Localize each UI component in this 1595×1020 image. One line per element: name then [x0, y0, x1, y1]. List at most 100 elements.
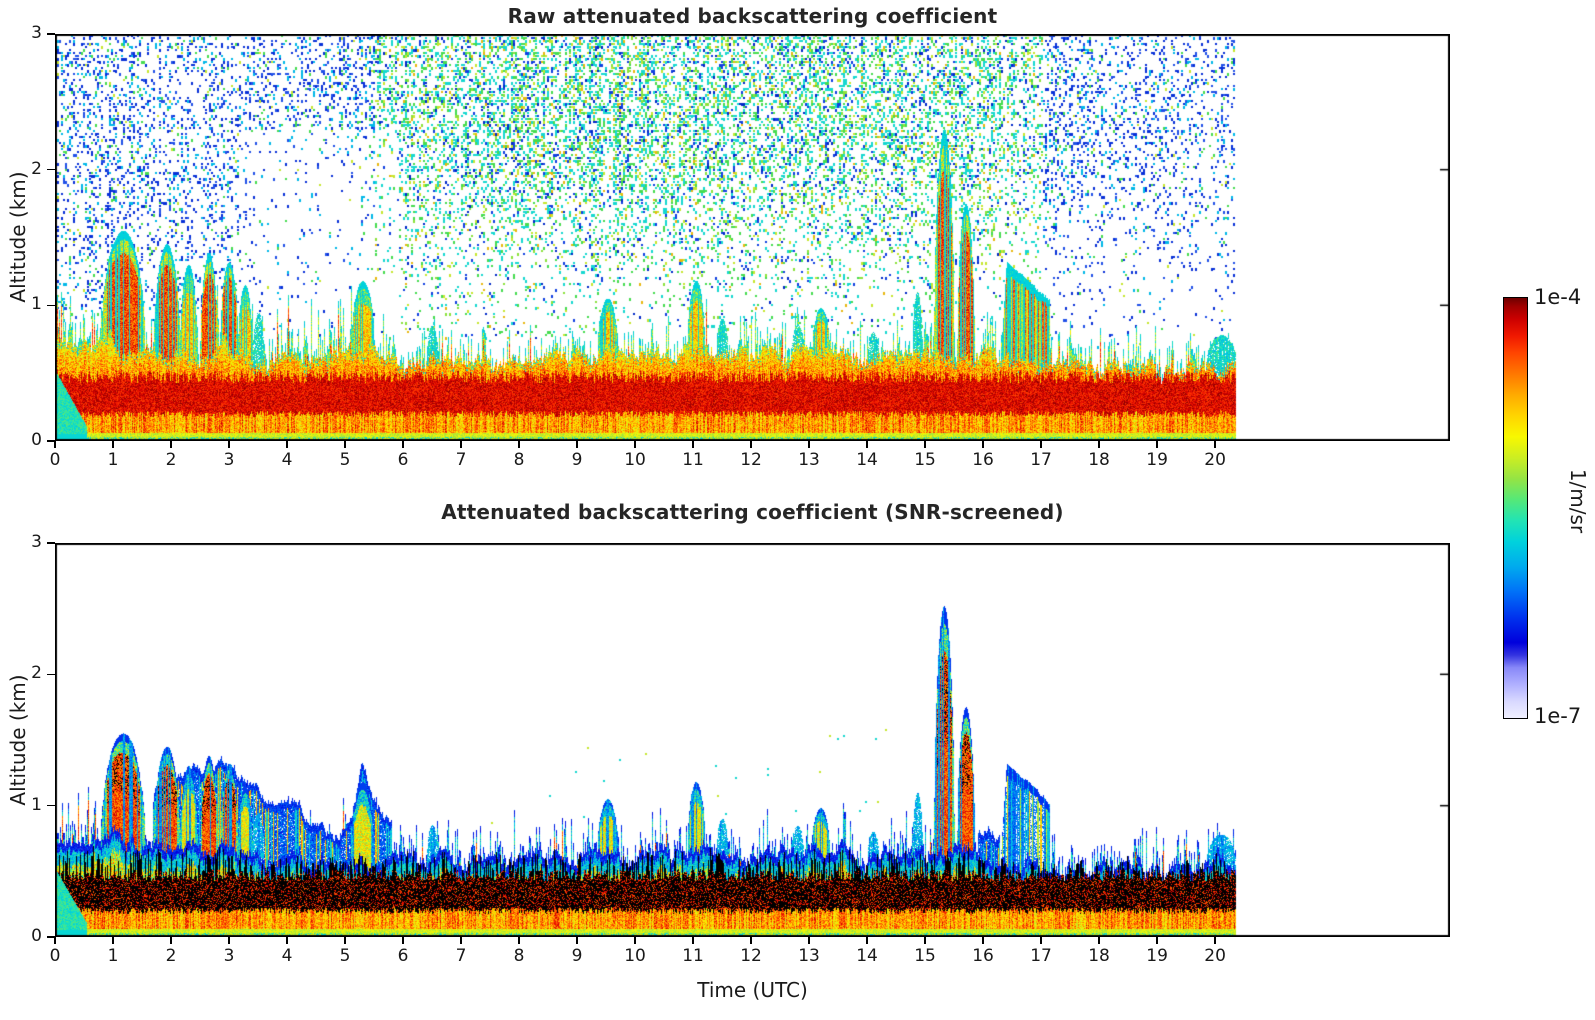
- x-tick-label: 17: [1030, 450, 1052, 470]
- x-tick: [460, 441, 462, 448]
- x-tick: [1040, 937, 1042, 944]
- x-tick: [1156, 937, 1158, 944]
- x-tick: [286, 937, 288, 944]
- x-tick-label: 4: [281, 450, 293, 470]
- x-tick-label: 13: [798, 450, 820, 470]
- x-tick: [692, 441, 694, 448]
- x-tick-label: 16: [972, 450, 994, 470]
- x-tick: [634, 441, 636, 448]
- y-tick: [47, 804, 55, 807]
- x-tick: [866, 441, 868, 448]
- x-tick: [1214, 441, 1216, 448]
- x-tick-label: 0: [49, 450, 61, 470]
- colorbar-unit-label: 1/m/sr: [1566, 468, 1590, 534]
- x-tick: [808, 441, 810, 448]
- x-tick: [228, 937, 230, 944]
- x-tick-label: 14: [856, 450, 878, 470]
- x-tick: [170, 441, 172, 448]
- y-tick: [47, 936, 55, 938]
- x-tick: [982, 937, 984, 944]
- x-tick-label: 6: [397, 450, 409, 470]
- y-tick: [47, 440, 55, 442]
- colorbar-gradient: [1503, 297, 1528, 719]
- x-tick-label: 0: [49, 946, 61, 966]
- y-tick-label: 0: [31, 926, 42, 946]
- x-tick: [54, 441, 56, 448]
- x-tick: [924, 937, 926, 944]
- x-tick-label: 19: [1146, 946, 1168, 966]
- x-tick: [982, 441, 984, 448]
- x-tick-label: 11: [682, 946, 704, 966]
- x-tick-label: 5: [339, 946, 351, 966]
- x-tick-label: 11: [682, 450, 704, 470]
- x-tick: [576, 937, 578, 944]
- x-tick: [170, 937, 172, 944]
- x-tick: [866, 937, 868, 944]
- x-tick: [344, 937, 346, 944]
- x-tick: [460, 937, 462, 944]
- x-tick-label: 15: [914, 946, 936, 966]
- x-tick-label: 20: [1204, 946, 1226, 966]
- x-tick: [112, 441, 114, 448]
- x-tick-label: 3: [223, 946, 235, 966]
- x-tick: [402, 937, 404, 944]
- panel1-title: Raw attenuated backscattering coefficien…: [507, 4, 998, 28]
- x-tick: [1040, 441, 1042, 448]
- y-tick-label: 3: [31, 23, 42, 43]
- x-tick: [924, 441, 926, 448]
- x-axis-label: Time (UTC): [697, 978, 808, 1002]
- x-tick: [1098, 441, 1100, 448]
- x-tick-label: 4: [281, 946, 293, 966]
- x-tick: [402, 441, 404, 448]
- x-tick: [750, 441, 752, 448]
- x-tick: [808, 937, 810, 944]
- x-tick: [1156, 441, 1158, 448]
- y-tick: [47, 673, 55, 676]
- y-tick: [47, 542, 55, 544]
- x-tick-label: 13: [798, 946, 820, 966]
- x-tick-label: 3: [223, 450, 235, 470]
- x-tick-label: 9: [571, 946, 583, 966]
- x-tick: [576, 441, 578, 448]
- x-tick-label: 8: [513, 946, 525, 966]
- x-tick-label: 2: [165, 450, 177, 470]
- y-tick-label: 1: [31, 294, 42, 315]
- x-tick-label: 12: [740, 946, 762, 966]
- panel1-heatmap: [55, 34, 1450, 441]
- y-tick: [47, 33, 55, 35]
- x-tick-label: 16: [972, 946, 994, 966]
- panel2-y-axis-label: Altitude (km): [6, 674, 30, 806]
- x-tick-label: 14: [856, 946, 878, 966]
- y-tick: [47, 168, 55, 171]
- x-tick: [228, 441, 230, 448]
- x-tick: [1098, 937, 1100, 944]
- colorbar-min-label: 1e-7: [1534, 704, 1582, 728]
- panel1-y-axis-label: Altitude (km): [6, 171, 30, 303]
- panel2-title: Attenuated backscattering coefficient (S…: [441, 500, 1064, 524]
- x-tick: [286, 441, 288, 448]
- x-tick-label: 2: [165, 946, 177, 966]
- x-tick-label: 1: [107, 946, 119, 966]
- y-tick-label: 2: [31, 663, 42, 684]
- x-tick-label: 20: [1204, 450, 1226, 470]
- x-tick-label: 10: [624, 450, 646, 470]
- x-tick: [518, 441, 520, 448]
- x-tick: [54, 937, 56, 944]
- x-tick: [344, 441, 346, 448]
- x-tick-label: 19: [1146, 450, 1168, 470]
- y-tick-label: 0: [31, 430, 42, 450]
- x-tick-label: 9: [571, 450, 583, 470]
- y-tick-label: 3: [31, 532, 42, 552]
- x-tick-label: 18: [1088, 450, 1110, 470]
- x-tick: [1214, 937, 1216, 944]
- panel2-heatmap: [55, 543, 1450, 937]
- y-tick-label: 2: [31, 158, 42, 179]
- x-tick: [112, 937, 114, 944]
- x-tick-label: 10: [624, 946, 646, 966]
- x-tick-label: 17: [1030, 946, 1052, 966]
- x-tick: [634, 937, 636, 944]
- x-tick-label: 18: [1088, 946, 1110, 966]
- colorbar-max-label: 1e-4: [1534, 285, 1582, 309]
- x-tick-label: 8: [513, 450, 525, 470]
